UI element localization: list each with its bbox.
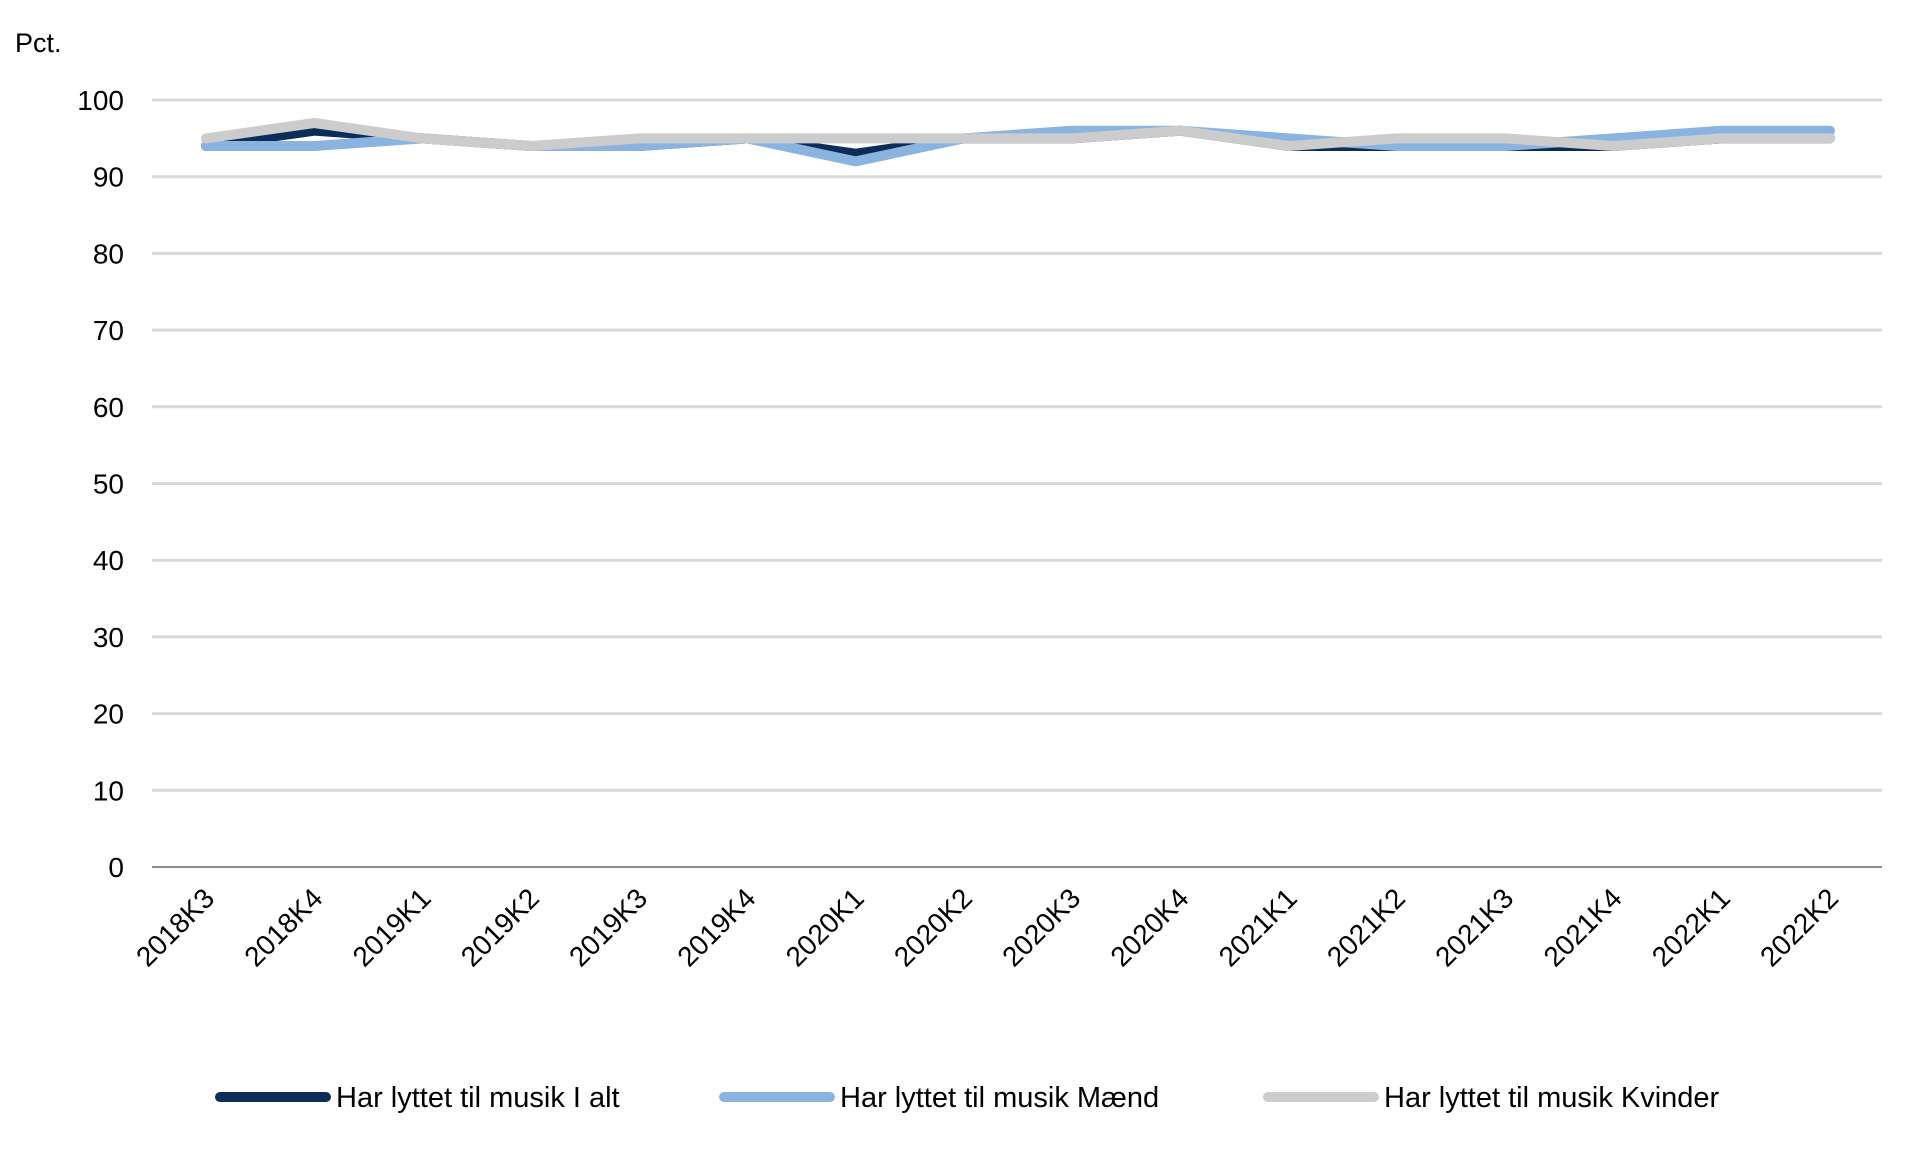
y-tick-label: 90	[93, 162, 124, 193]
legend-label: Har lyttet til musik Mænd	[840, 1082, 1159, 1114]
y-axis-unit-label: Pct.	[15, 28, 62, 58]
x-tick-label: 2020K3	[996, 882, 1086, 972]
y-tick-label: 50	[93, 469, 124, 500]
y-tick-label: 60	[93, 392, 124, 423]
y-axis-tick-labels: 0 10 20 30 40 50 60 70 80 90 100	[77, 85, 124, 883]
x-axis-tick-labels: 2018K3 2018K4 2019K1 2019K2 2019K3 2019K4 2020…	[130, 882, 1844, 972]
legend: Har lyttet til musik I alt Har lyttet til…	[215, 1082, 1720, 1114]
series-lines	[201, 118, 1835, 167]
x-tick-label: 2022K2	[1754, 882, 1844, 972]
y-tick-label: 40	[93, 545, 124, 576]
legend-label: Har lyttet til musik I alt	[336, 1082, 620, 1114]
y-tick-label: 0	[108, 852, 124, 883]
x-tick-label: 2021K4	[1538, 882, 1628, 972]
x-tick-label: 2020K2	[888, 882, 978, 972]
gridlines	[152, 98, 1882, 868]
y-tick-label: 80	[93, 238, 124, 269]
series-line-3	[201, 118, 1835, 151]
x-tick-label: 2021K1	[1213, 882, 1303, 972]
y-tick-label: 20	[93, 699, 124, 730]
x-tick-label: 2021K2	[1321, 882, 1411, 972]
y-tick-label: 10	[93, 775, 124, 806]
x-tick-label: 2019K1	[347, 882, 437, 972]
y-tick-label: 100	[77, 85, 124, 116]
x-tick-label: 2020K4	[1104, 882, 1194, 972]
y-tick-label: 30	[93, 622, 124, 653]
y-tick-label: 70	[93, 315, 124, 346]
x-tick-label: 2018K3	[130, 882, 220, 972]
legend-label: Har lyttet til musik Kvinder	[1384, 1082, 1720, 1114]
x-tick-label: 2021K3	[1429, 882, 1519, 972]
x-tick-label: 2019K3	[563, 882, 653, 972]
x-tick-label: 2020K1	[780, 882, 870, 972]
x-tick-label: 2019K2	[455, 882, 545, 972]
x-tick-label: 2018K4	[238, 882, 328, 972]
x-tick-label: 2019K4	[671, 882, 761, 972]
x-tick-label: 2022K1	[1646, 882, 1736, 972]
